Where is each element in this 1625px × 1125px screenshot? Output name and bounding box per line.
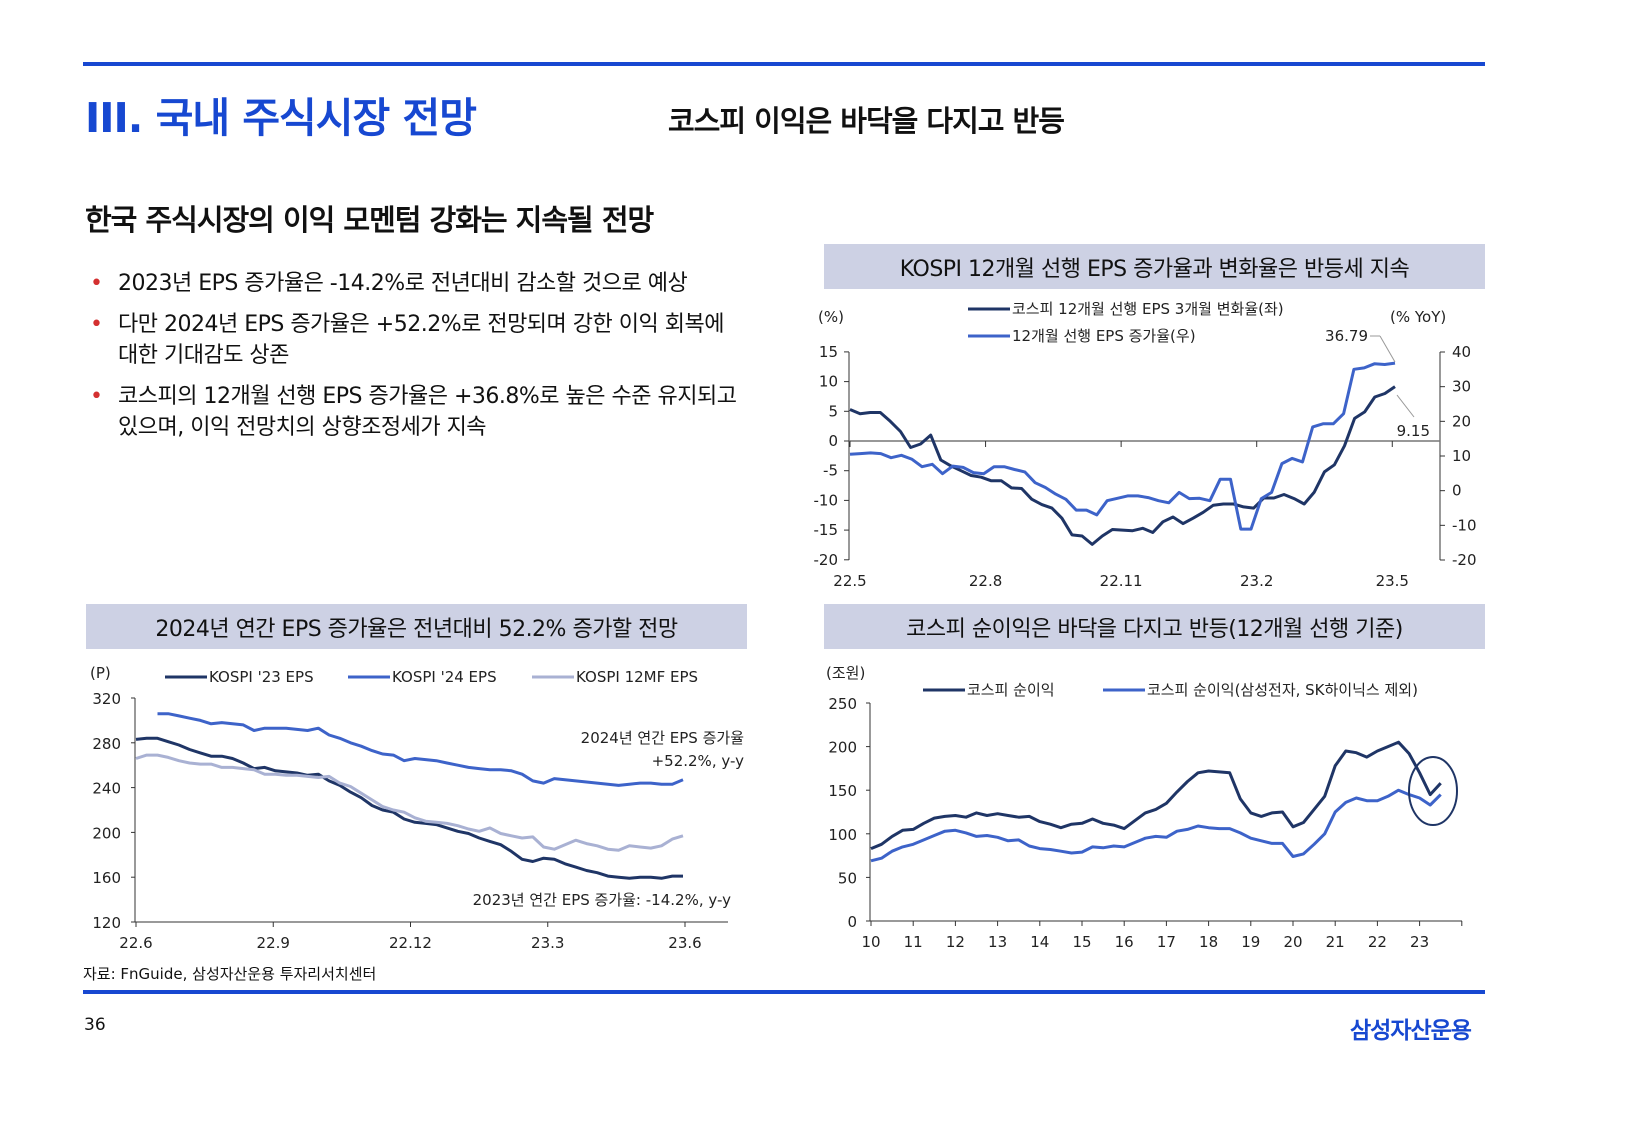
y-tick-label: 150 <box>828 782 857 800</box>
y-right-tick-label: 10 <box>1452 447 1471 465</box>
x-tick-label: 19 <box>1241 933 1260 951</box>
bullet-marker: • <box>90 312 103 337</box>
chart-title-net-profit: 코스피 순이익은 바닥을 다지고 반등(12개월 선행 기준) <box>824 604 1485 649</box>
y-tick-label: 5 <box>828 402 838 420</box>
section-title: III. 국내 주식시장 전망 <box>85 94 477 142</box>
y-right-tick-label: 0 <box>1452 482 1462 500</box>
y-tick-label: 160 <box>92 869 121 887</box>
x-tick-label: 20 <box>1283 933 1302 951</box>
x-tick-label: 18 <box>1199 933 1218 951</box>
legend-item-0: 코스피 순이익 <box>967 681 1055 699</box>
series-line-1 <box>849 361 1396 531</box>
x-tick-label: 15 <box>1072 933 1091 951</box>
bullet-list: • 2023년 EPS 증가율은 -14.2%로 전년대비 감소할 것으로 예상 … <box>90 268 750 453</box>
y-tick-label: -20 <box>814 551 839 569</box>
x-tick-label: 22 <box>1368 933 1387 951</box>
y-tick-label: 15 <box>819 343 838 361</box>
legend-item-0: KOSPI '23 EPS <box>209 668 314 686</box>
annotation-leader <box>1396 394 1415 418</box>
top-rule <box>83 62 1485 66</box>
legend-item-0: 코스피 12개월 선행 EPS 3개월 변화율(좌) <box>1012 300 1284 318</box>
legend-item-1: 12개월 선행 EPS 증가율(우) <box>1012 327 1196 345</box>
y-right-tick-label: 40 <box>1452 343 1471 361</box>
y-tick-label: 0 <box>847 913 857 931</box>
y-tick-label: 50 <box>838 869 857 887</box>
x-tick-label: 22.9 <box>257 934 290 952</box>
x-tick-label: 23 <box>1410 933 1429 951</box>
slide-subtitle: 코스피 이익은 바닥을 다지고 반등 <box>668 104 1065 138</box>
annotation-2024-value: +52.2%, y-y <box>652 752 745 770</box>
y-tick-label: 200 <box>828 739 857 757</box>
series-line-0 <box>135 736 683 880</box>
series-line-0 <box>849 385 1396 546</box>
company-logo: 삼성자산운용 <box>1350 1018 1472 1044</box>
annotation-leader <box>1379 335 1396 363</box>
annotation-2024-growth: 2024년 연간 EPS 증가율 <box>581 729 744 747</box>
bullet-item: • 2023년 EPS 증가율은 -14.2%로 전년대비 감소할 것으로 예상 <box>90 268 750 299</box>
bullet-text: 코스피의 12개월 선행 EPS 증가율은 +36.8%로 높은 수준 유지되고… <box>118 384 737 440</box>
y-right-tick-label: -20 <box>1452 551 1477 569</box>
content-heading: 한국 주식시장의 이익 모멘텀 강화는 지속될 전망 <box>85 203 654 237</box>
y-tick-label: 100 <box>828 826 857 844</box>
highlight-circle <box>1408 756 1458 826</box>
x-tick-label: 16 <box>1115 933 1134 951</box>
x-tick-label: 22.8 <box>969 572 1002 590</box>
chart-title-annual-eps: 2024년 연간 EPS 증가율은 전년대비 52.2% 증가할 전망 <box>86 604 747 649</box>
series-line-1 <box>157 712 684 787</box>
source-note: 자료: FnGuide, 삼성자산운용 투자리서치센터 <box>83 965 377 983</box>
legend-item-1: KOSPI '24 EPS <box>392 668 497 686</box>
x-tick-label: 22.6 <box>119 934 152 952</box>
x-tick-label: 21 <box>1326 933 1345 951</box>
legend-item-2: KOSPI 12MF EPS <box>576 668 698 686</box>
page-number: 36 <box>84 1015 106 1035</box>
y-tick-label: 10 <box>819 373 838 391</box>
y-tick-label: 200 <box>92 824 121 842</box>
y-tick-label: -10 <box>814 491 839 509</box>
y-right-tick-label: 30 <box>1452 378 1471 396</box>
y-right-axis-unit: (% YoY) <box>1390 308 1446 326</box>
y-tick-label: -5 <box>823 462 838 480</box>
bullet-text: 2023년 EPS 증가율은 -14.2%로 전년대비 감소할 것으로 예상 <box>118 271 688 296</box>
x-tick-label: 23.2 <box>1240 572 1273 590</box>
y-tick-label: -15 <box>814 521 839 539</box>
x-tick-label: 22.12 <box>389 934 432 952</box>
y-tick-label: 0 <box>828 432 838 450</box>
x-tick-label: 23.3 <box>531 934 564 952</box>
x-tick-label: 11 <box>904 933 923 951</box>
y-right-tick-label: 20 <box>1452 412 1471 430</box>
x-tick-label: 22.5 <box>833 572 866 590</box>
y-axis-unit: (P) <box>90 664 111 682</box>
x-tick-label: 23.6 <box>668 934 701 952</box>
bottom-rule <box>83 990 1485 994</box>
bullet-item: • 코스피의 12개월 선행 EPS 증가율은 +36.8%로 높은 수준 유지되… <box>90 381 750 443</box>
bullet-text: 다만 2024년 EPS 증가율은 +52.2%로 전망되며 강한 이익 회복에… <box>118 312 724 368</box>
annotation-change-rate: 9.15 <box>1397 422 1430 440</box>
x-tick-label: 13 <box>988 933 1007 951</box>
y-tick-label: 320 <box>92 690 121 708</box>
x-tick-label: 23.5 <box>1376 572 1409 590</box>
series-line-0 <box>870 740 1442 850</box>
y-axis-unit: (%) <box>818 308 844 326</box>
annotation-2023-growth: 2023년 연간 EPS 증가율: -14.2%, y-y <box>473 891 732 909</box>
annotation-fwd-eps: 36.79 <box>1325 327 1368 345</box>
y-axis-unit: (조원) <box>826 664 865 682</box>
x-tick-label: 14 <box>1030 933 1049 951</box>
bullet-marker: • <box>90 271 103 296</box>
series-line-2 <box>135 753 684 852</box>
legend-item-1: 코스피 순이익(삼성전자, SK하이닉스 제외) <box>1147 681 1418 699</box>
y-tick-label: 280 <box>92 735 121 753</box>
y-tick-label: 240 <box>92 780 121 798</box>
series-line-1 <box>870 788 1442 863</box>
bullet-marker: • <box>90 384 103 409</box>
chart-title-eps-growth: KOSPI 12개월 선행 EPS 증가율과 변화율은 반등세 지속 <box>824 244 1485 289</box>
y-tick-label: 250 <box>828 695 857 713</box>
bullet-item: • 다만 2024년 EPS 증가율은 +52.2%로 전망되며 강한 이익 회복… <box>90 309 750 371</box>
x-tick-label: 17 <box>1157 933 1176 951</box>
y-right-tick-label: -10 <box>1452 516 1477 534</box>
y-tick-label: 120 <box>92 914 121 932</box>
x-tick-label: 12 <box>946 933 965 951</box>
x-tick-label: 22.11 <box>1100 572 1143 590</box>
x-tick-label: 10 <box>861 933 880 951</box>
